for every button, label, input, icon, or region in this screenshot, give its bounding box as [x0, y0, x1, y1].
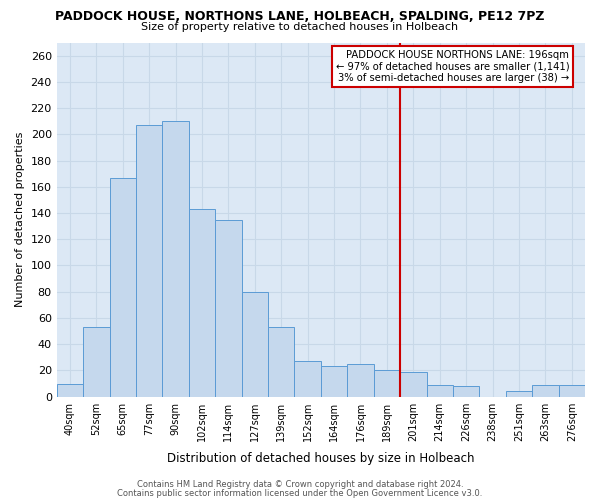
Text: Contains HM Land Registry data © Crown copyright and database right 2024.: Contains HM Land Registry data © Crown c…: [137, 480, 463, 489]
Bar: [295, 361, 321, 396]
Bar: [400, 372, 427, 396]
Bar: [163, 121, 189, 396]
Text: Size of property relative to detached houses in Holbeach: Size of property relative to detached ho…: [142, 22, 458, 32]
X-axis label: Distribution of detached houses by size in Holbeach: Distribution of detached houses by size …: [167, 452, 475, 465]
Bar: [506, 392, 532, 396]
Bar: [559, 385, 585, 396]
Bar: [110, 178, 136, 396]
Bar: [532, 385, 559, 396]
Text: PADDOCK HOUSE, NORTHONS LANE, HOLBEACH, SPALDING, PE12 7PZ: PADDOCK HOUSE, NORTHONS LANE, HOLBEACH, …: [55, 10, 545, 23]
Text: PADDOCK HOUSE NORTHONS LANE: 196sqm
← 97% of detached houses are smaller (1,141): PADDOCK HOUSE NORTHONS LANE: 196sqm ← 97…: [335, 50, 569, 83]
Bar: [56, 384, 83, 396]
Bar: [453, 386, 479, 396]
Text: Contains public sector information licensed under the Open Government Licence v3: Contains public sector information licen…: [118, 488, 482, 498]
Bar: [189, 209, 215, 396]
Bar: [136, 125, 163, 396]
Bar: [215, 220, 242, 396]
Bar: [83, 327, 110, 396]
Bar: [347, 364, 374, 396]
Y-axis label: Number of detached properties: Number of detached properties: [15, 132, 25, 308]
Bar: [242, 292, 268, 397]
Bar: [268, 327, 295, 396]
Bar: [374, 370, 400, 396]
Bar: [427, 385, 453, 396]
Bar: [321, 366, 347, 396]
